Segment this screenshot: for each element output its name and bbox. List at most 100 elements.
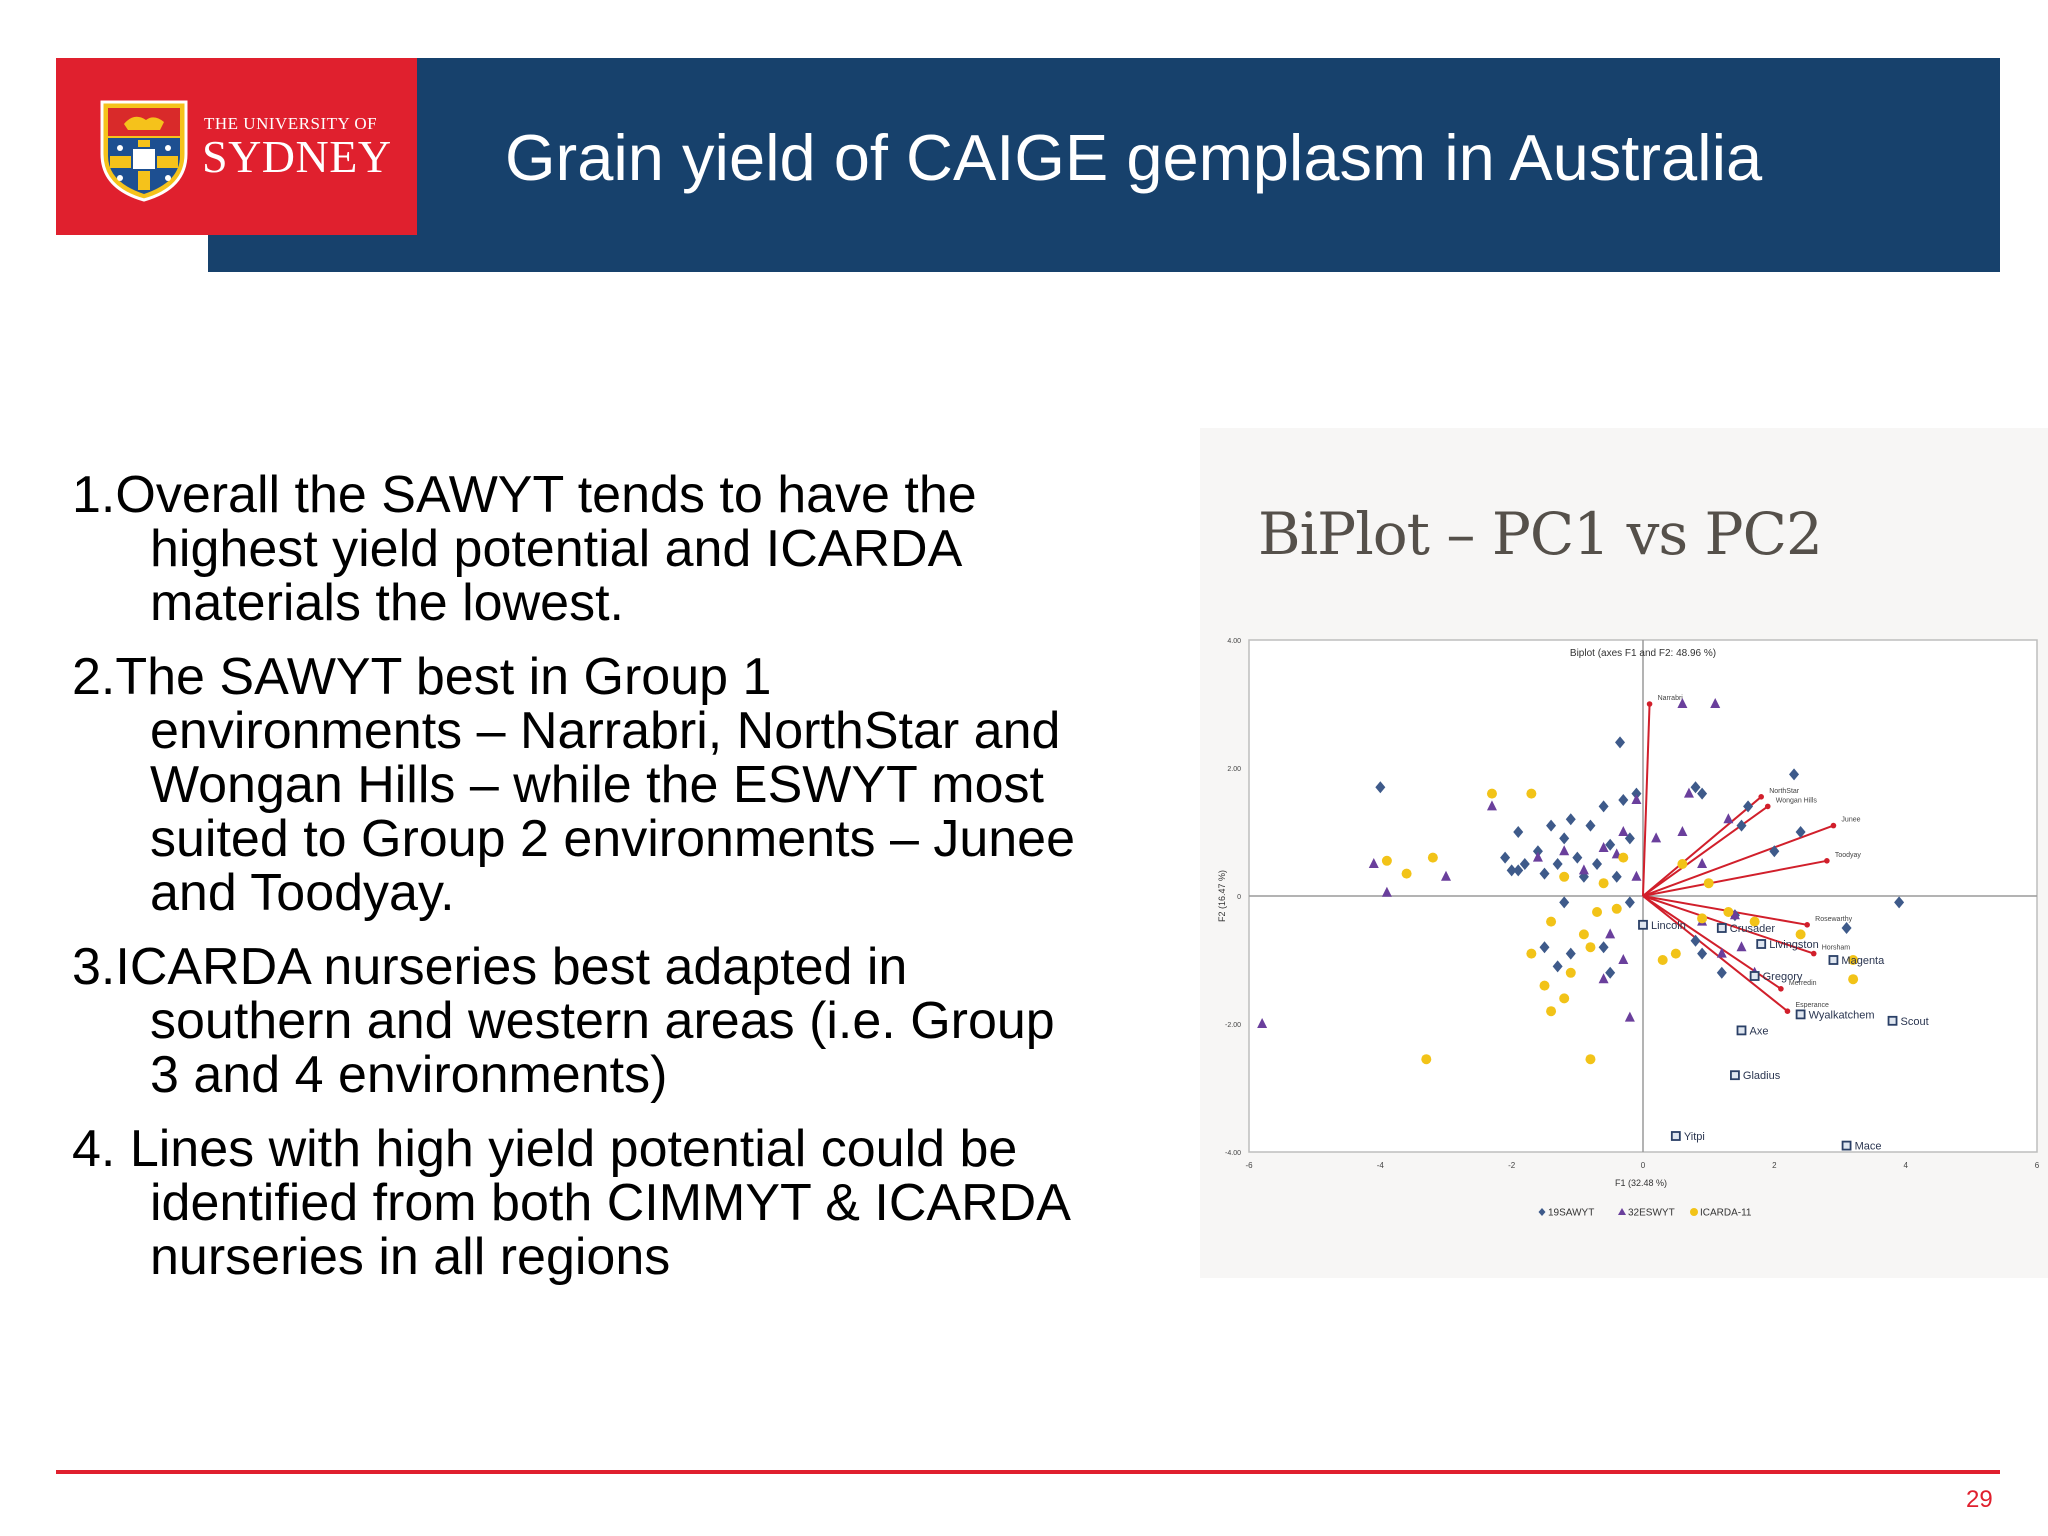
sawyt-point: [1894, 896, 1905, 909]
y-axis-label: F2 (16.47 %): [1217, 870, 1227, 922]
eswyt-point: [1618, 954, 1629, 964]
vector-tip: [1824, 858, 1830, 864]
bullet-item: 3.ICARDA nurseries best adapted in south…: [72, 938, 1055, 1104]
cultivar-point: [1887, 1015, 1898, 1026]
vector-line: [1642, 895, 1789, 1012]
cultivar-point: [1749, 971, 1760, 981]
sawyt-point: [1375, 781, 1386, 794]
legend-label: ICARDA-11: [1700, 1208, 1752, 1219]
x-tick-label: 4: [1903, 1161, 1908, 1170]
eswyt-point: [1677, 698, 1688, 708]
sawyt-point: [1697, 787, 1708, 800]
eswyt-point: [1716, 947, 1727, 958]
sawyt-point: [1565, 813, 1576, 826]
icarda-point: [1598, 878, 1609, 889]
sawyt-point: [1539, 941, 1550, 954]
icarda-point: [1526, 948, 1537, 959]
icarda-point: [1559, 993, 1570, 1004]
icarda-point: [1592, 907, 1603, 917]
icarda-point: [1585, 942, 1596, 953]
logo-text-line1: THE UNIVERSITY OF: [204, 114, 378, 133]
vector-label: Rosewarthy: [1815, 916, 1852, 923]
sawyt-point: [1841, 922, 1852, 934]
sawyt-point: [1552, 960, 1563, 973]
y-tick-label: -2.00: [1225, 1022, 1241, 1029]
cultivar-point: [1730, 1070, 1740, 1081]
vector-label: Toodyay: [1835, 852, 1862, 859]
cultivar-label: Crusader: [1730, 923, 1776, 935]
eswyt-point: [1532, 851, 1543, 862]
sawyt-point: [1572, 851, 1583, 864]
icarda-point: [1670, 948, 1681, 959]
icarda-point: [1546, 1006, 1557, 1017]
cultivar-label: Wyalkatchem: [1809, 1009, 1875, 1021]
icarda-point: [1526, 788, 1537, 799]
sawyt-point: [1690, 934, 1701, 947]
eswyt-point: [1598, 842, 1609, 852]
cultivar-label: Livingston: [1769, 939, 1819, 951]
vector-tip: [1804, 922, 1810, 928]
vector-tip: [1784, 1008, 1791, 1014]
sawyt-point: [1631, 787, 1642, 800]
eswyt-point: [1257, 1018, 1268, 1028]
vector-line: [1642, 824, 1834, 897]
vector-label: Wongan Hills: [1776, 797, 1818, 804]
slide-title: Grain yield of CAIGE gemplasm in Austral…: [505, 121, 1763, 194]
eswyt-point: [1683, 787, 1694, 798]
x-tick-label: -6: [1245, 1161, 1253, 1170]
x-axis-label: F1 (32.48 %): [1615, 1178, 1667, 1188]
eswyt-point: [1631, 794, 1642, 804]
eswyt-point: [1605, 928, 1616, 939]
eswyt-point: [1559, 845, 1570, 856]
biplot-image: BiPlot – PC1 vs PC2 Biplot (axes F1 and …: [1200, 428, 2048, 1278]
legend-marker-triangle: [1618, 1208, 1626, 1215]
icarda-point: [1795, 929, 1806, 940]
eswyt-point: [1736, 941, 1747, 952]
eswyt-point: [1710, 698, 1721, 708]
sawyt-point: [1598, 800, 1609, 813]
sawyt-point: [1697, 947, 1708, 960]
vector-label: Esperance: [1795, 1002, 1829, 1009]
sawyt-point: [1598, 941, 1609, 954]
sawyt-point: [1716, 966, 1727, 979]
vector-label: Merredin: [1789, 980, 1817, 987]
icarda-point: [1618, 852, 1629, 863]
sawyt-point: [1624, 896, 1635, 909]
cultivar-point: [1670, 1131, 1681, 1141]
bullet-item: 2.The SAWYT best in Group 1 environments…: [72, 648, 1076, 922]
icarda-point: [1539, 980, 1550, 991]
icarda-point: [1585, 1054, 1596, 1065]
sawyt-point: [1500, 851, 1511, 864]
eswyt-point: [1697, 858, 1708, 868]
biplot-chart: Biplot (axes F1 and F2: 48.96 %) -6 -4 -2 0 2…: [1217, 638, 2040, 1219]
eswyt-point: [1651, 832, 1662, 843]
cultivar-point: [1828, 955, 1839, 965]
vector-line: [1642, 895, 1815, 955]
university-logo: THE UNIVERSITY OF SYDNEY: [56, 58, 417, 235]
eswyt-point: [1729, 909, 1740, 920]
y-tick-label: 4.00: [1227, 638, 1241, 645]
vector-line: [1642, 796, 1762, 897]
icarda-point: [1677, 859, 1688, 869]
chart-inner-title: Biplot (axes F1 and F2: 48.96 %): [1570, 648, 1716, 659]
vector-label: Horsham: [1822, 945, 1851, 952]
vector-line: [1642, 859, 1828, 897]
bullet-item: 4. Lines with high yield potential could…: [72, 1120, 1069, 1286]
icarda-point: [1486, 788, 1497, 799]
y-tick-label: -4.00: [1225, 1150, 1241, 1157]
cultivar-point: [1795, 1009, 1806, 1020]
x-tick-label: -2: [1508, 1161, 1516, 1170]
footer-divider: [56, 1470, 2000, 1474]
eswyt-point: [1486, 800, 1497, 811]
sawyt-point: [1618, 794, 1629, 806]
sawyt-point: [1611, 870, 1622, 883]
icarda-point: [1723, 907, 1734, 917]
sawyt-point: [1795, 826, 1806, 838]
eswyt-point: [1624, 1011, 1635, 1022]
vector-label: Narrabri: [1658, 695, 1684, 702]
sawyt-point: [1552, 858, 1563, 870]
x-tick-label: 6: [2035, 1161, 2040, 1170]
icarda-point: [1697, 913, 1708, 924]
sawyt-point: [1789, 768, 1800, 781]
vector-tip: [1646, 701, 1653, 707]
